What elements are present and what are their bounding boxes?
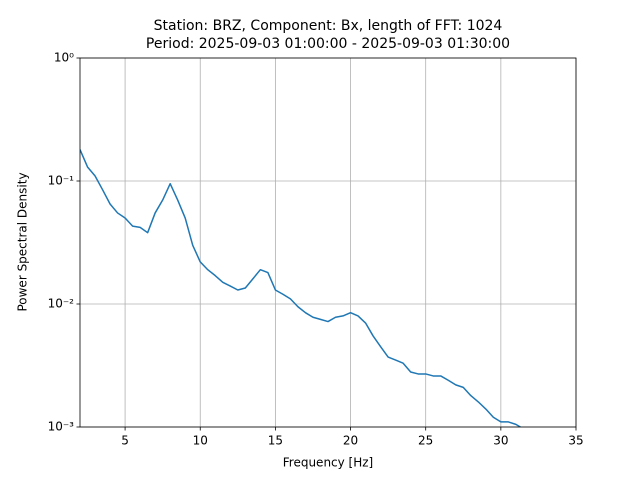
chart-subtitle: Period: 2025-09-03 01:00:00 - 2025-09-03… xyxy=(146,36,510,52)
axes-frame xyxy=(79,57,577,428)
plot-area xyxy=(80,149,521,427)
ticks: 5 10 15 20 25 30 35 10⁻³ 10⁻² 10⁻¹ 10⁰ xyxy=(48,51,584,448)
x-tick-label: 10 xyxy=(193,434,208,448)
y-axis-label: Power Spectral Density xyxy=(16,172,30,311)
x-axis-label: Frequency [Hz] xyxy=(283,456,374,470)
y-tick-label: 10⁻² xyxy=(48,297,75,311)
x-tick-label: 20 xyxy=(343,434,358,448)
x-tick-label: 15 xyxy=(268,434,283,448)
chart-title: Station: BRZ, Component: Bx, length of F… xyxy=(154,18,503,34)
y-tick-label: 10⁻¹ xyxy=(48,174,75,188)
x-tick-label: 25 xyxy=(418,434,433,448)
y-tick-label: 10⁰ xyxy=(54,51,74,65)
x-tick-label: 35 xyxy=(568,434,583,448)
y-tick-label: 10⁻³ xyxy=(48,420,75,434)
x-tick-label: 5 xyxy=(121,434,129,448)
x-tick-label: 30 xyxy=(493,434,508,448)
data-line xyxy=(80,149,521,427)
